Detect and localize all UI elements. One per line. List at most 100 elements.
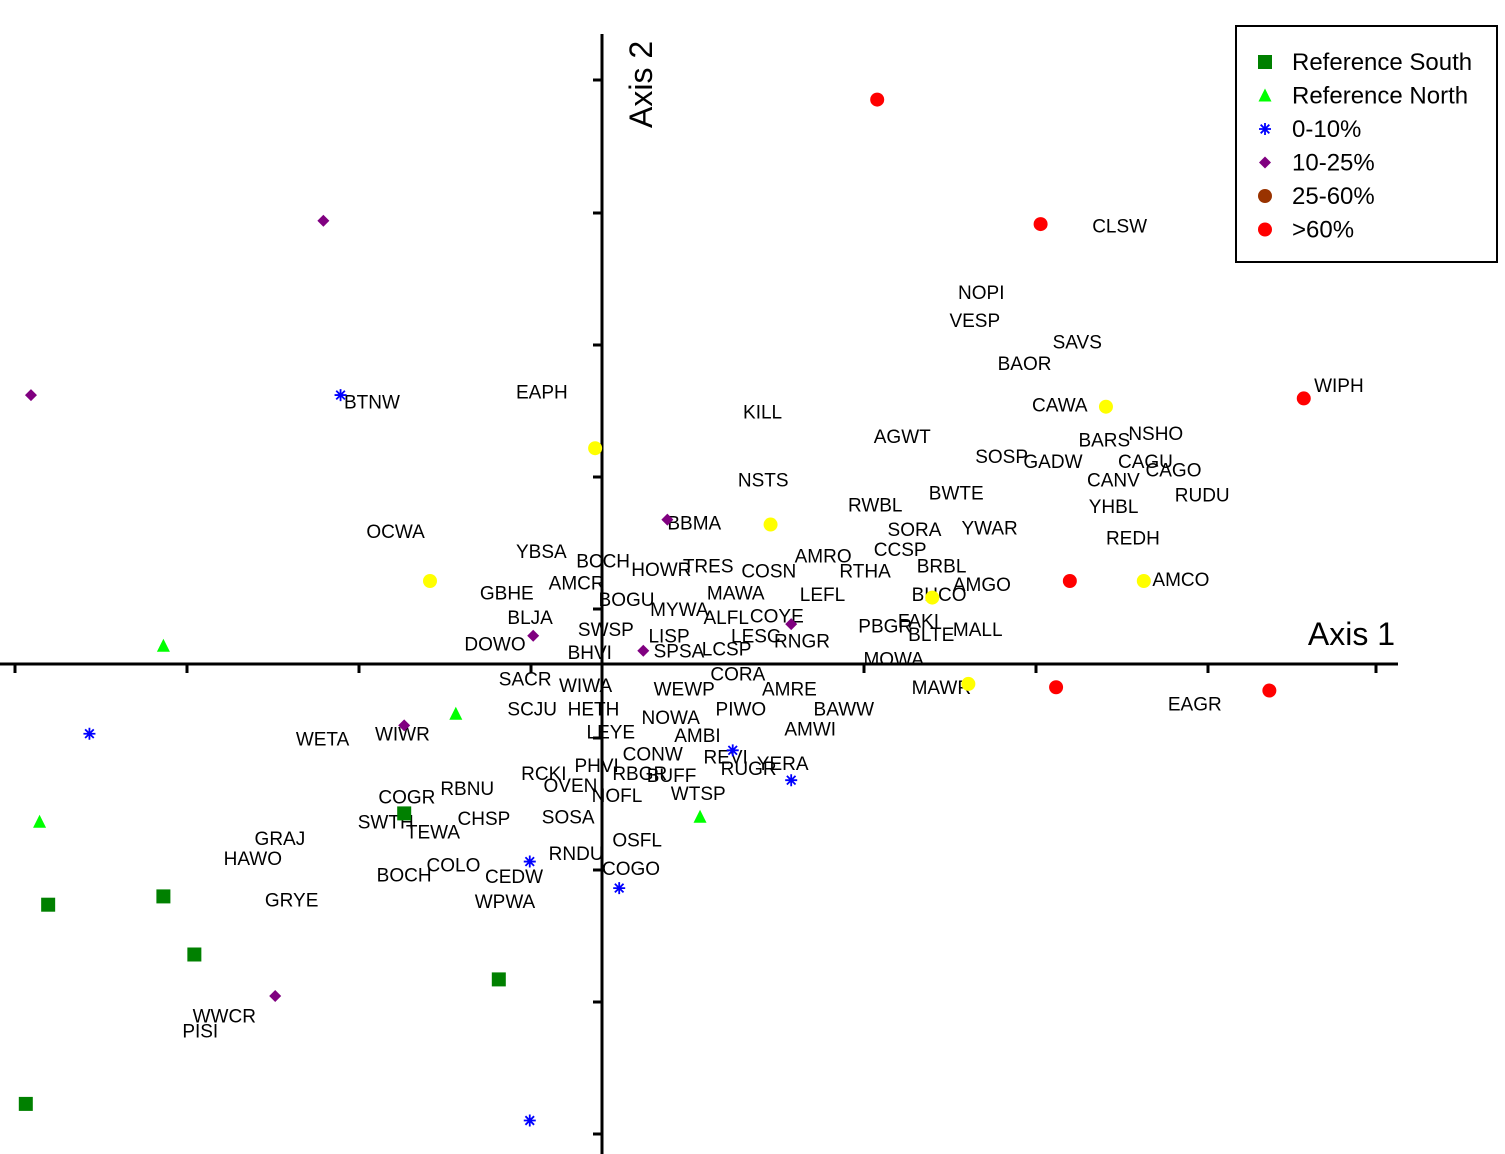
species-label-wtsp: WTSP: [671, 784, 726, 805]
species-label-graj: GRAJ: [255, 829, 306, 850]
species-label-sosa: SOSA: [542, 807, 595, 828]
species-label-tres: TRES: [683, 557, 734, 578]
legend-entry-4: 25-60%: [1292, 183, 1375, 210]
species-label-nofl: NOFL: [592, 786, 643, 807]
species-label-mall: MALL: [953, 620, 1003, 641]
species-label-agwt: AGWT: [874, 427, 931, 448]
species-label-howr: HOWR: [631, 560, 691, 581]
species-label-wiph: WIPH: [1314, 376, 1364, 397]
species-label-mywa: MYWA: [650, 600, 709, 621]
x-axis-title: Axis 1: [1308, 616, 1395, 652]
species-label-alfl: ALFL: [703, 608, 748, 629]
axes: [0, 34, 1398, 1154]
legend-entry-2: 0-10%: [1292, 116, 1361, 143]
species-label-baor: BAOR: [998, 354, 1052, 375]
species-label-blte: BLTE: [908, 625, 954, 646]
data-point-0-10-: [613, 882, 626, 895]
species-label-amco: AMCO: [1152, 570, 1209, 591]
species-label-canv: CANV: [1087, 470, 1140, 491]
species-label-grye: GRYE: [265, 890, 319, 911]
species-label-savs: SAVS: [1053, 333, 1102, 354]
species-label-amcr: AMCR: [549, 573, 605, 594]
species-label-dowo: DOWO: [464, 635, 525, 656]
species-label-buff: BUFF: [647, 766, 697, 787]
legend-marker-2: [1259, 123, 1271, 135]
species-label-brbl: BRBL: [917, 557, 967, 578]
y-axis-title: Axis 2: [623, 41, 659, 128]
species-label-amro: AMRO: [795, 547, 852, 568]
species-label-chsp: CHSP: [458, 809, 511, 830]
species-label-colo: COLO: [427, 856, 481, 877]
data-point--60-: [1262, 683, 1277, 698]
species-label-mawa: MAWA: [707, 583, 765, 604]
species-label-bbma: BBMA: [667, 514, 721, 535]
species-label-ocwa: OCWA: [366, 522, 425, 543]
species-label-piwo: PIWO: [716, 699, 767, 720]
species-label-cogr: COGR: [378, 787, 435, 808]
species-label-bogu: BOGU: [599, 590, 655, 611]
species-label-rngr: RNGR: [774, 631, 830, 652]
species-label-wewp: WEWP: [654, 680, 715, 701]
species-label-rugr: RUGR: [721, 759, 777, 780]
species-label-nopi: NOPI: [958, 283, 1004, 304]
species-label-swsp: SWSP: [578, 620, 634, 641]
data-points: [18, 92, 1311, 1127]
species-label-cora: CORA: [710, 665, 765, 686]
species-label-pbgr: PBGR: [858, 616, 912, 637]
species-label-btnw: BTNW: [344, 392, 400, 413]
data-point-10-25-: [317, 214, 330, 227]
species-label-cawa: CAWA: [1032, 396, 1088, 417]
legend-marker-0: [1258, 55, 1272, 69]
species-label-nsts: NSTS: [738, 470, 789, 491]
data-point-unlabeled-yellow: [763, 517, 778, 532]
species-label-wiwa: WIWA: [559, 676, 612, 697]
species-label-redh: REDH: [1106, 528, 1160, 549]
species-label-osfl: OSFL: [612, 831, 662, 852]
species-label-rbnu: RBNU: [440, 779, 494, 800]
data-point-reference-north: [449, 706, 463, 720]
species-label-kill: KILL: [743, 402, 782, 423]
species-label-wwcr: WWCR: [193, 1007, 256, 1028]
species-label-rndu: RNDU: [549, 844, 604, 865]
data-point-10-25-: [661, 513, 674, 526]
species-label-ybsa: YBSA: [516, 542, 567, 563]
data-point-unlabeled-yellow: [588, 441, 603, 456]
data-point-10-25-: [269, 990, 282, 1002]
data-point--60-: [1033, 217, 1048, 232]
species-label-amre: AMRE: [762, 680, 817, 701]
legend-entry-3: 10-25%: [1292, 150, 1375, 177]
species-label-ccsp: CCSP: [874, 540, 927, 561]
species-label-tewa: TEWA: [406, 822, 461, 843]
species-label-lesc: LESC: [731, 626, 781, 647]
data-point-unlabeled-yellow: [1098, 399, 1113, 414]
legend-entry-1: Reference North: [1292, 83, 1468, 110]
data-point--60-: [1296, 391, 1311, 406]
data-point--60-: [1062, 574, 1077, 588]
species-label-bars: BARS: [1078, 431, 1130, 452]
species-label-yera: YERA: [757, 754, 809, 775]
legend-entry-5: >60%: [1292, 217, 1354, 244]
species-label-wiwr: WIWR: [375, 724, 430, 745]
data-point-0-10-: [726, 744, 739, 757]
species-label-cogo: COGO: [602, 859, 660, 880]
data-point-reference-north: [156, 638, 170, 652]
species-label-phvi: PHVI: [574, 756, 618, 777]
species-label-pisi: PISI: [182, 1022, 218, 1043]
data-point-reference-north: [33, 814, 47, 828]
data-point-10-25-: [785, 618, 798, 631]
species-label-weta: WETA: [296, 729, 350, 750]
species-label-heth: HETH: [568, 699, 620, 720]
species-label-ambi: AMBI: [674, 726, 720, 747]
species-label-gbhe: GBHE: [480, 583, 534, 604]
species-label-hawo: HAWO: [224, 849, 282, 870]
data-point--60-: [870, 92, 885, 107]
data-point-10-25-: [527, 629, 540, 642]
species-label-eaph: EAPH: [516, 382, 568, 403]
species-label-amwi: AMWI: [784, 719, 836, 740]
species-label-nsho: NSHO: [1128, 424, 1183, 445]
data-point-reference-south: [187, 947, 202, 962]
species-label-blja: BLJA: [507, 608, 553, 629]
species-label-gadw: GADW: [1023, 452, 1082, 473]
species-label-conw: CONW: [623, 744, 683, 765]
